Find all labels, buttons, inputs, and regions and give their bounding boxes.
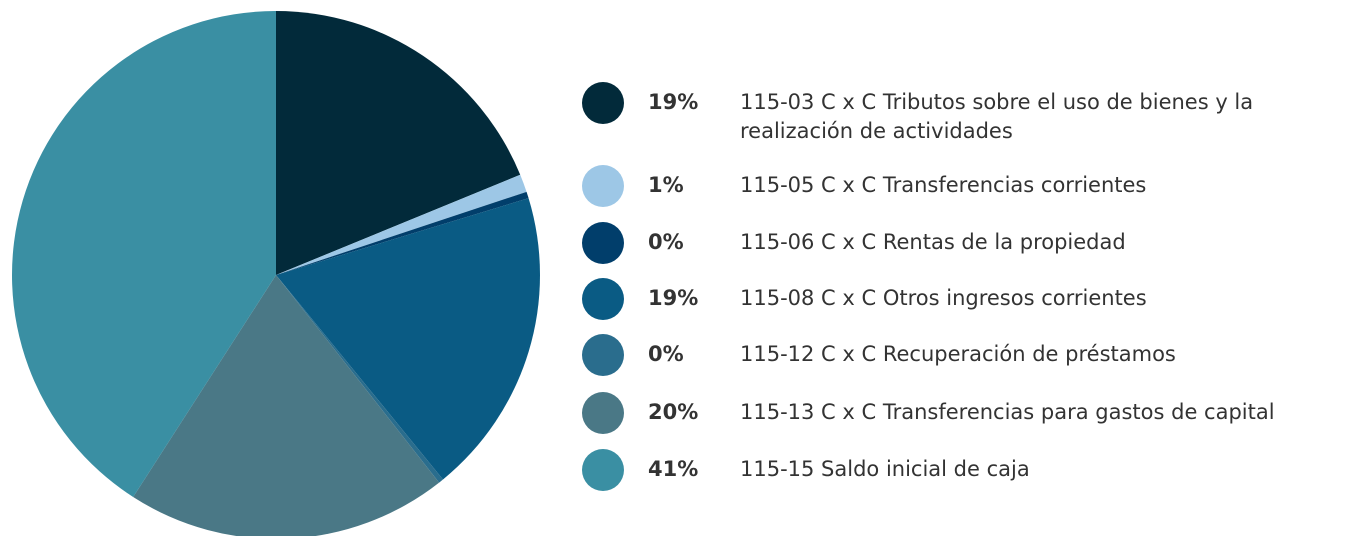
legend-item: 0% 115-12 C x C Recuperación de préstamos	[582, 334, 1350, 376]
legend-label: 115-12 C x C Recuperación de préstamos	[740, 342, 1176, 366]
legend-label: 115-03 C x C Tributos sobre el uso de bi…	[740, 90, 1254, 143]
legend-label: 115-13 C x C Transferencias para gastos …	[740, 400, 1275, 424]
legend-item: 19% 115-03 C x C Tributos sobre el uso de…	[582, 82, 1350, 146]
pie-slice	[133, 275, 440, 536]
legend-item: 20% 115-13 C x C Transferencias para gast…	[582, 392, 1350, 434]
legend-item: 1% 115-05 C x C Transferencias corrientes	[582, 165, 1350, 207]
legend-item: 41% 115-15 Saldo inicial de caja	[582, 449, 1350, 491]
legend-percent: 19%	[648, 286, 699, 310]
legend-swatch	[582, 222, 624, 264]
legend-swatch	[582, 334, 624, 376]
legend-percent: 0%	[648, 342, 684, 366]
legend-swatch	[582, 82, 624, 124]
pie-slice	[276, 191, 529, 275]
legend-label: 115-08 C x C Otros ingresos corrientes	[740, 286, 1147, 310]
pie-slice	[11, 10, 277, 498]
legend-swatch	[582, 278, 624, 320]
pie-slice	[276, 11, 521, 275]
legend-percent: 0%	[648, 230, 684, 254]
pie-slice	[276, 275, 443, 483]
pie-slice	[276, 198, 540, 480]
legend-label: 115-05 C x C Transferencias corrientes	[740, 173, 1147, 197]
legend-item: 0% 115-06 C x C Rentas de la propiedad	[582, 222, 1350, 264]
legend-label: 115-15 Saldo inicial de caja	[740, 457, 1030, 481]
legend-percent: 20%	[648, 400, 699, 424]
legend-swatch	[582, 165, 624, 207]
legend-percent: 19%	[648, 90, 699, 114]
pie-slice	[276, 174, 527, 275]
legend-item: 19% 115-08 C x C Otros ingresos corriente…	[582, 278, 1350, 320]
legend-label: 115-06 C x C Rentas de la propiedad	[740, 230, 1126, 254]
legend-percent: 41%	[648, 457, 699, 481]
legend-swatch	[582, 392, 624, 434]
legend-swatch	[582, 449, 624, 491]
pie-chart	[11, 10, 540, 536]
legend-percent: 1%	[648, 173, 684, 197]
